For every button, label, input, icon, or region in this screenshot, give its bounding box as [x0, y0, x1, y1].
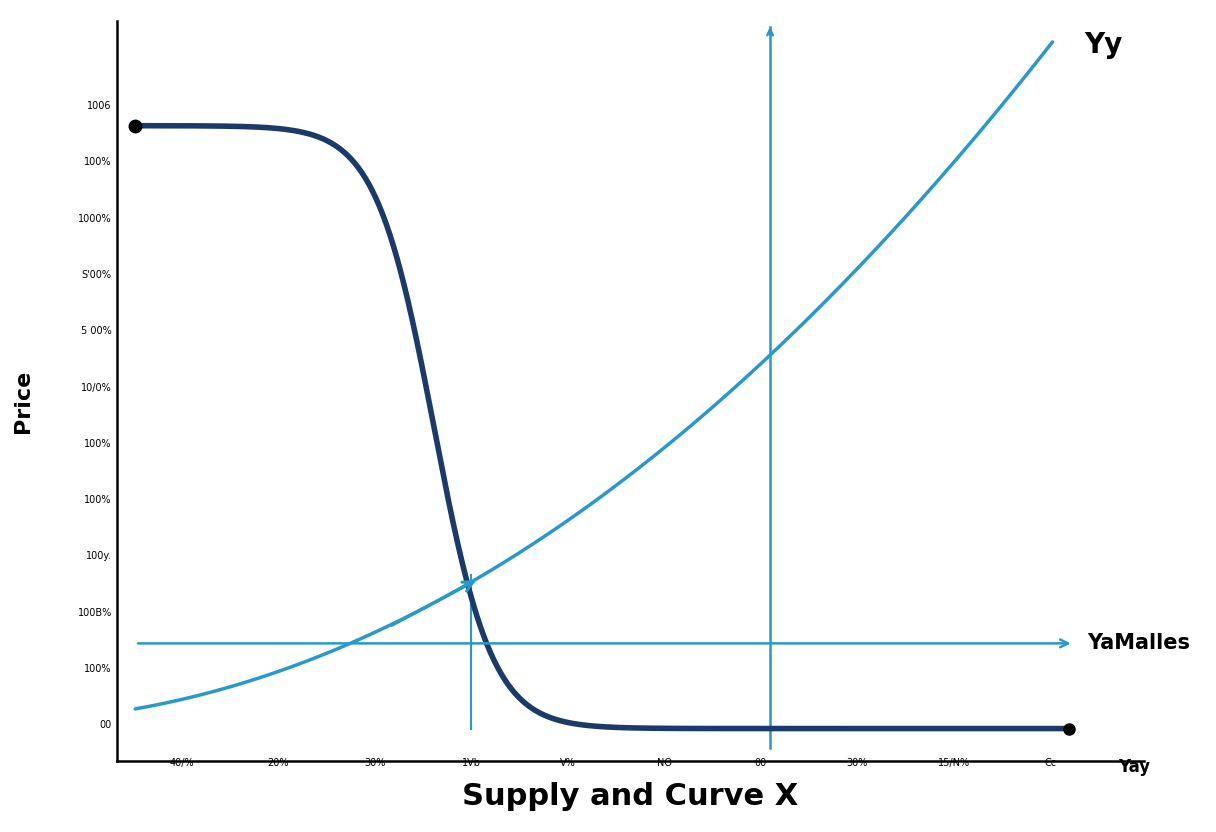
Text: 30%: 30%: [364, 758, 385, 768]
Text: 00: 00: [100, 721, 112, 730]
Text: YaMalles: YaMalles: [1087, 633, 1190, 653]
Text: 100y.: 100y.: [86, 552, 112, 562]
Text: 1000%: 1000%: [78, 214, 112, 224]
Text: 20%: 20%: [268, 758, 289, 768]
Text: 30%: 30%: [846, 758, 868, 768]
Text: 1Vb: 1Vb: [462, 758, 480, 768]
Text: 100%: 100%: [84, 495, 112, 505]
Text: Yy: Yy: [1085, 31, 1122, 59]
Text: 100%: 100%: [84, 664, 112, 674]
Text: 00: 00: [755, 758, 767, 768]
Text: Price: Price: [13, 369, 33, 433]
X-axis label: Supply and Curve X: Supply and Curve X: [462, 782, 798, 811]
Text: 40/%: 40/%: [169, 758, 195, 768]
Text: Yay: Yay: [1119, 758, 1150, 776]
Text: 100%: 100%: [84, 438, 112, 448]
Text: 15/N%: 15/N%: [938, 758, 970, 768]
Text: Cc: Cc: [1045, 758, 1057, 768]
Text: V%: V%: [559, 758, 575, 768]
Text: 100B%: 100B%: [78, 607, 112, 617]
Text: 100%: 100%: [84, 157, 112, 167]
Text: S'00%: S'00%: [81, 270, 112, 280]
Text: 10/0%: 10/0%: [81, 383, 112, 393]
Text: 5 00%: 5 00%: [81, 326, 112, 336]
Text: 1006: 1006: [88, 101, 112, 111]
Text: NO: NO: [657, 758, 671, 768]
